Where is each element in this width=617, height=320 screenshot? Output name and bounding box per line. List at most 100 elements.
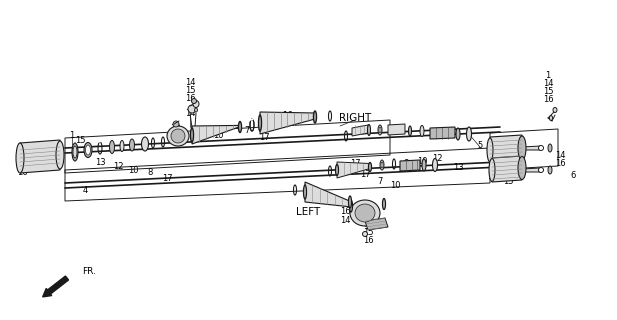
- Ellipse shape: [539, 146, 544, 150]
- Ellipse shape: [304, 185, 307, 199]
- Text: 14: 14: [184, 108, 195, 117]
- Ellipse shape: [550, 116, 552, 121]
- Text: LEFT: LEFT: [296, 207, 320, 217]
- Text: 16: 16: [363, 236, 373, 244]
- Ellipse shape: [408, 126, 412, 136]
- Ellipse shape: [433, 158, 437, 172]
- Ellipse shape: [349, 200, 352, 212]
- Ellipse shape: [72, 143, 78, 161]
- Ellipse shape: [56, 141, 64, 169]
- Text: 15: 15: [543, 86, 553, 95]
- Ellipse shape: [381, 162, 383, 168]
- Ellipse shape: [466, 127, 471, 141]
- Ellipse shape: [355, 204, 375, 222]
- Text: 10: 10: [390, 180, 400, 189]
- Ellipse shape: [420, 125, 424, 137]
- Ellipse shape: [378, 125, 382, 135]
- Text: 18: 18: [363, 211, 373, 220]
- Text: 14: 14: [555, 150, 565, 159]
- Ellipse shape: [548, 166, 552, 174]
- Polygon shape: [522, 168, 540, 172]
- Text: 17: 17: [259, 132, 269, 141]
- Text: 10: 10: [416, 156, 427, 165]
- Text: 13: 13: [94, 157, 106, 166]
- Ellipse shape: [167, 126, 189, 146]
- Polygon shape: [400, 160, 420, 171]
- Text: 14: 14: [363, 220, 373, 228]
- Ellipse shape: [368, 124, 370, 135]
- Text: 15: 15: [503, 177, 513, 186]
- Text: 10: 10: [128, 165, 138, 174]
- Text: 16: 16: [340, 206, 350, 215]
- Text: 16: 16: [555, 158, 565, 167]
- Text: 6: 6: [570, 171, 576, 180]
- Ellipse shape: [173, 121, 179, 127]
- Text: 14: 14: [543, 78, 553, 87]
- Ellipse shape: [548, 144, 552, 152]
- Polygon shape: [192, 125, 240, 144]
- Ellipse shape: [141, 137, 149, 151]
- Ellipse shape: [518, 136, 526, 160]
- Polygon shape: [492, 156, 522, 182]
- Ellipse shape: [363, 231, 368, 236]
- Text: 15: 15: [363, 228, 373, 236]
- Polygon shape: [522, 146, 540, 150]
- Ellipse shape: [259, 115, 262, 131]
- Polygon shape: [305, 182, 350, 207]
- Ellipse shape: [313, 111, 317, 123]
- Text: FR.: FR.: [82, 267, 96, 276]
- Text: 17: 17: [162, 173, 172, 182]
- Text: 18: 18: [170, 124, 180, 132]
- Ellipse shape: [489, 158, 495, 181]
- Text: 15: 15: [75, 135, 85, 145]
- Ellipse shape: [188, 105, 196, 113]
- Text: RIGHT: RIGHT: [339, 113, 371, 123]
- Ellipse shape: [84, 142, 92, 157]
- Ellipse shape: [16, 143, 24, 173]
- FancyArrow shape: [43, 276, 68, 297]
- Text: 16: 16: [543, 94, 553, 103]
- Ellipse shape: [171, 129, 185, 143]
- Ellipse shape: [487, 138, 493, 162]
- Ellipse shape: [539, 167, 544, 172]
- Polygon shape: [365, 218, 388, 230]
- Ellipse shape: [86, 145, 91, 155]
- Text: 14: 14: [17, 159, 27, 169]
- Ellipse shape: [553, 108, 557, 113]
- Polygon shape: [490, 135, 522, 163]
- Ellipse shape: [193, 100, 199, 108]
- Ellipse shape: [73, 146, 77, 158]
- Ellipse shape: [518, 156, 526, 180]
- Text: 7: 7: [378, 177, 383, 186]
- Text: 1: 1: [69, 131, 75, 140]
- Ellipse shape: [239, 122, 241, 132]
- Text: 4: 4: [83, 186, 88, 195]
- Ellipse shape: [336, 164, 339, 175]
- Text: 17: 17: [350, 158, 360, 167]
- Text: 16: 16: [17, 167, 27, 177]
- Text: 12: 12: [432, 154, 442, 163]
- Polygon shape: [430, 127, 455, 139]
- Ellipse shape: [120, 140, 124, 151]
- Polygon shape: [337, 162, 370, 178]
- Ellipse shape: [350, 200, 380, 226]
- Polygon shape: [260, 112, 315, 134]
- Ellipse shape: [191, 128, 194, 142]
- Text: 12: 12: [113, 162, 123, 171]
- Text: 1: 1: [545, 70, 550, 79]
- Ellipse shape: [194, 108, 197, 112]
- Text: 14: 14: [184, 77, 195, 86]
- Text: 17: 17: [360, 170, 370, 179]
- Polygon shape: [352, 125, 368, 136]
- Ellipse shape: [109, 140, 115, 154]
- Ellipse shape: [191, 99, 196, 103]
- Text: 8: 8: [404, 158, 408, 167]
- Ellipse shape: [349, 196, 352, 208]
- Text: 13: 13: [453, 163, 463, 172]
- Text: 14: 14: [340, 215, 350, 225]
- Text: 15: 15: [184, 85, 195, 94]
- Text: 16: 16: [184, 93, 196, 102]
- Polygon shape: [388, 124, 405, 135]
- Text: 7: 7: [244, 125, 250, 134]
- Text: 6: 6: [19, 151, 25, 161]
